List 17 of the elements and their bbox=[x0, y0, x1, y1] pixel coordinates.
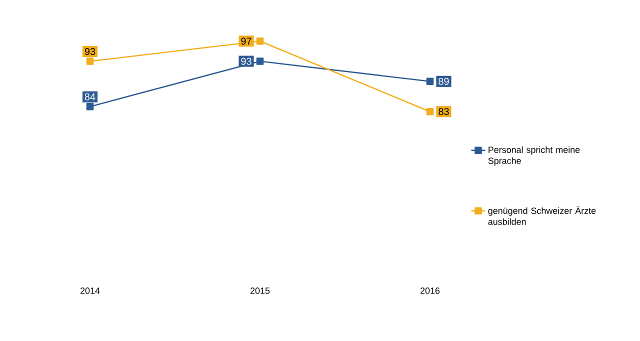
legend-label: genügend Schweizer Ärzte ausbilden bbox=[488, 206, 596, 225]
data-label: 97 bbox=[241, 38, 252, 45]
data-label: 83 bbox=[438, 108, 449, 116]
point bbox=[256, 37, 264, 45]
point bbox=[426, 78, 434, 86]
data-label: 93 bbox=[84, 48, 96, 56]
legend-label: Personal spricht meine Sprache bbox=[488, 146, 580, 166]
point bbox=[256, 58, 264, 65]
x-tick-label: 2015 bbox=[250, 288, 270, 294]
data-label: 93 bbox=[241, 58, 252, 65]
x-tick-label: 2016 bbox=[420, 288, 440, 294]
data-label: 89 bbox=[438, 78, 449, 85]
x-tick-label: 2014 bbox=[80, 288, 100, 294]
point bbox=[86, 102, 94, 110]
point bbox=[426, 108, 434, 116]
data-label: 84 bbox=[84, 93, 96, 100]
point bbox=[86, 58, 94, 65]
